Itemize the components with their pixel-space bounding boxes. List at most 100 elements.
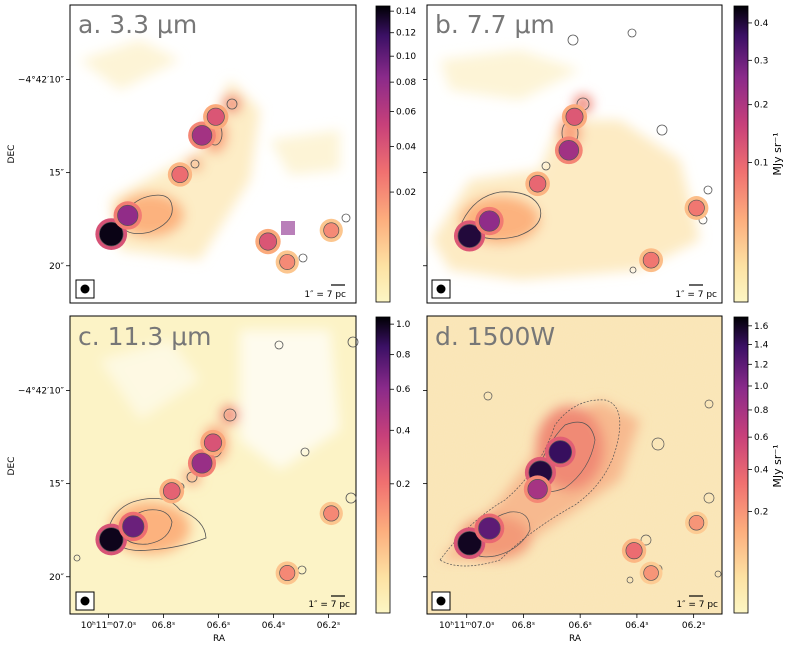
panel-d-colorbar-tick-label: 0.4 <box>754 465 769 475</box>
panel-b-source <box>457 224 482 248</box>
panel-c-colorbar-tick-label: 1.0 <box>396 320 411 330</box>
panel-b-source <box>558 140 580 161</box>
panel-c-scalebar: 1″ = 7 pc <box>308 595 350 610</box>
panel-d-xlabel: RA <box>569 634 582 644</box>
panel-a-colorbar-tick-label: 0.12 <box>396 29 416 39</box>
panel-b-colorbar-label: MJy sr⁻¹ <box>771 132 784 175</box>
panel-d-colorbar-tick-label: 1.2 <box>754 360 768 370</box>
panel-c-xtick-label: 10ʰ11ᵐ07.0ˢ <box>81 621 137 631</box>
panel-b-scalebar: 1″ = 7 pc <box>675 284 717 300</box>
panel-c-ylabel: DEC <box>7 457 17 476</box>
panel-a-label: a. 3.3 μm <box>78 10 197 39</box>
panel-a-source <box>191 125 213 146</box>
panel-c-colorbar-ticks: 1.0 0.8 0.6 0.4 0.2 <box>390 320 411 490</box>
panel-a-ytick-label: 20″ <box>49 262 64 272</box>
panel-a-beam <box>75 279 95 299</box>
panel-c-colorbar-tick-label: 0.8 <box>396 351 411 361</box>
panel-c-sources <box>95 429 343 585</box>
panel-a-ylabel: DEC <box>7 145 17 164</box>
panel-c-xtick-label: 06.8ˢ <box>152 621 175 631</box>
panel-b-colorbar-tick-label: 0.1 <box>754 158 768 168</box>
panel-d-colorbar-tick-label: 0.6 <box>754 433 769 443</box>
panel-d-beam <box>431 591 451 611</box>
panel-d-xtick-label: 06.6ˢ <box>568 621 591 631</box>
panel-b-source <box>478 210 500 232</box>
panel-a-colorbar-tick-label: 0.14 <box>396 7 416 17</box>
panel-a-source <box>323 222 340 239</box>
panel-b-yticks <box>423 79 427 267</box>
panel-a-colorbar-tick-label: 0.06 <box>396 108 416 118</box>
panel-d-colorbar-ticks: 1.6 1.4 1.2 1.0 0.8 0.6 0.4 0.2 <box>748 322 769 517</box>
panel-c: c. 11.3 μm 1″ = 7 pc −4°42′10″ 15″ 20″ DEC… <box>7 315 411 644</box>
panel-a-source <box>117 204 139 227</box>
panel-d-source <box>527 479 548 500</box>
panel-d: d. 1500W 1″ = 7 pc 10ʰ11ᵐ07.0ˢ 06.8ˢ 06.6ˢ… <box>423 315 784 644</box>
panel-b-beam <box>431 279 451 299</box>
panel-a-sources <box>95 104 343 274</box>
panel-a-source <box>258 232 278 251</box>
panel-c-source <box>99 527 124 552</box>
panel-d-xtick-label: 06.2ˢ <box>682 621 705 631</box>
panel-c-source <box>191 452 213 474</box>
panel-a-colorbar-tick-label: 0.10 <box>396 52 416 62</box>
panel-d-source <box>643 565 659 581</box>
panel-a-colorbar-tick-label: 0.02 <box>396 188 416 198</box>
panel-b-scalebar-label: 1″ = 7 pc <box>675 290 717 300</box>
panel-d-xtick-label: 10ʰ11ᵐ07.0ˢ <box>439 621 495 631</box>
panel-b-source <box>565 107 584 126</box>
panel-d-colorbar-tick-label: 1.4 <box>754 340 769 350</box>
panel-c-xlabel: RA <box>213 634 226 644</box>
panel-c-yaxis: −4°42′10″ 15″ 20″ <box>18 387 70 583</box>
panel-a-colorbar-tick-label: 0.08 <box>396 78 416 88</box>
panel-c-ytick-label: −4°42′10″ <box>18 387 65 397</box>
panel-d-scalebar: 1″ = 7 pc <box>676 595 718 610</box>
panel-c-colorbar-tick-label: 0.4 <box>396 426 411 436</box>
panel-b-source <box>688 199 705 217</box>
panel-a-scalebar-label: 1″ = 7 pc <box>304 290 346 300</box>
panel-a-colorbar-tick-label: 0.04 <box>396 143 416 153</box>
panel-d-source <box>688 514 705 531</box>
panel-a-source <box>99 221 124 247</box>
panel-c-beam <box>75 591 95 611</box>
panel-b-colorbar: 0.4 0.3 0.2 0.1 <box>733 5 769 303</box>
panel-b-colorbar-tick-label: 0.3 <box>754 56 768 66</box>
panel-b-source <box>642 251 660 269</box>
panel-d-colorbar-tick-label: 1.0 <box>754 382 769 392</box>
panel-d-source <box>457 531 482 556</box>
panel-b-sources <box>453 104 709 273</box>
panel-a-ytick-label: 15″ <box>49 169 64 179</box>
panel-b: b. 7.7 μm 1″ = 7 pc 0.4 0.3 0.2 0.1 MJy sr⁻… <box>423 4 784 304</box>
panel-d-xaxis: 10ʰ11ᵐ07.0ˢ 06.8ˢ 06.6ˢ 06.4ˢ 06.2ˢ <box>439 614 705 631</box>
panel-c-colorbar: 1.0 0.8 0.6 0.4 0.2 <box>375 316 411 614</box>
panel-a-artifact <box>281 221 295 235</box>
panel-a-colorbar-ticks: 0.14 0.12 0.10 0.08 0.06 0.04 0.02 <box>390 7 416 198</box>
panel-a-colorbar: 0.14 0.12 0.10 0.08 0.06 0.04 0.02 <box>375 5 416 303</box>
panel-d-label: d. 1500W <box>435 322 555 351</box>
panel-c-scalebar-label: 1″ = 7 pc <box>308 600 350 610</box>
panel-d-colorbar-tick-label: 0.8 <box>754 406 769 416</box>
panel-b-label: b. 7.7 μm <box>435 10 555 39</box>
panel-c-ytick-label: 20″ <box>49 573 64 583</box>
panel-a-source <box>206 107 225 126</box>
panel-d-source <box>478 517 501 540</box>
panel-c-source <box>203 433 223 452</box>
panel-c-colorbar-tick-label: 0.6 <box>396 385 411 395</box>
panel-d-yticks <box>423 390 427 578</box>
panel-a-ytick-label: −4°42′10″ <box>18 76 65 86</box>
panel-d-source <box>548 440 573 464</box>
panel-c-label: c. 11.3 μm <box>78 322 212 351</box>
panel-a-scalebar: 1″ = 7 pc <box>304 284 346 300</box>
panel-b-colorbar-tick-label: 0.2 <box>754 101 768 111</box>
panel-d-colorbar-tick-label: 1.6 <box>754 322 769 332</box>
panel-a: a. 3.3 μm 1″ = 7 pc −4°42′10″15″20″ DEC … <box>7 4 416 304</box>
panel-d-source <box>625 542 643 560</box>
panel-c-xtick-label: 06.4ˢ <box>262 621 285 631</box>
panel-d-sources <box>453 436 708 585</box>
panel-a-source <box>279 254 296 270</box>
panel-c-source <box>122 515 145 538</box>
panel-c-source <box>323 505 340 522</box>
panel-d-xtick-label: 06.8ˢ <box>512 621 535 631</box>
panel-d-colorbar-label: MJy sr⁻¹ <box>771 444 784 487</box>
panel-a-source <box>171 165 189 184</box>
